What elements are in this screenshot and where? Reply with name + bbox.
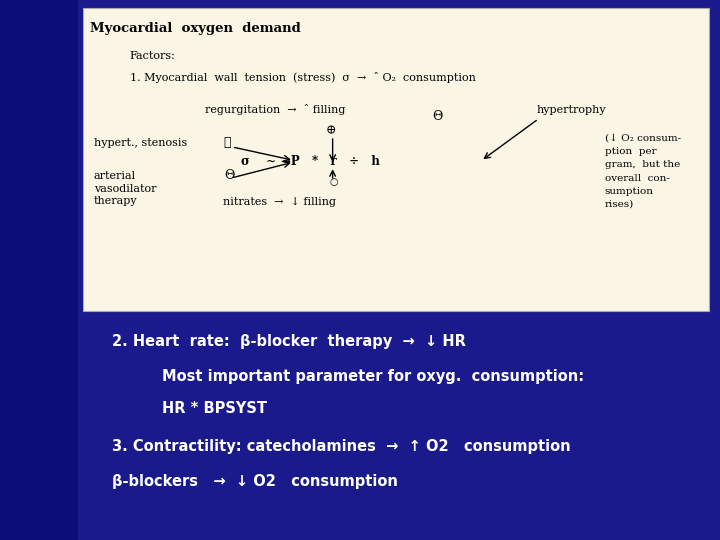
Text: σ    ~: σ ~ <box>241 154 276 168</box>
Text: nitrates  →  ↓ filling: nitrates → ↓ filling <box>223 197 336 207</box>
Text: ①: ① <box>223 136 230 149</box>
Text: overall  con-: overall con- <box>605 174 670 183</box>
Text: ○: ○ <box>330 178 338 187</box>
Text: Myocardial  oxygen  demand: Myocardial oxygen demand <box>90 22 301 36</box>
Bar <box>83 8 709 310</box>
Text: arterial: arterial <box>94 171 136 181</box>
Text: 1. Myocardial  wall  tension  (stress)  σ  →  ˆ O₂  consumption: 1. Myocardial wall tension (stress) σ → … <box>130 72 475 83</box>
Bar <box>0 0 78 540</box>
Text: (↓ O₂ consum-: (↓ O₂ consum- <box>605 133 681 143</box>
Text: sumption: sumption <box>605 187 654 197</box>
Text: ption  per: ption per <box>605 147 657 156</box>
Text: therapy: therapy <box>94 196 138 206</box>
Text: gram,  but the: gram, but the <box>605 160 680 170</box>
Text: β-blockers   →  ↓ O2   consumption: β-blockers → ↓ O2 consumption <box>112 474 397 489</box>
Text: 3. Contractility: catecholamines  →  ↑ O2   consumption: 3. Contractility: catecholamines → ↑ O2 … <box>112 439 570 454</box>
Text: HR * BPSYST: HR * BPSYST <box>162 401 267 416</box>
Text: 2. Heart  rate:  β-blocker  therapy  →  ↓ HR: 2. Heart rate: β-blocker therapy → ↓ HR <box>112 334 465 349</box>
Text: rises): rises) <box>605 199 634 208</box>
Text: Most important parameter for oxyg.  consumption:: Most important parameter for oxyg. consu… <box>162 369 584 384</box>
Text: vasodilator: vasodilator <box>94 184 156 194</box>
Text: Factors:: Factors: <box>130 51 176 62</box>
Text: Θ: Θ <box>225 169 235 183</box>
Text: hypertrophy: hypertrophy <box>536 105 606 116</box>
Text: regurgitation  →  ˆ filling: regurgitation → ˆ filling <box>205 104 346 116</box>
Text: Θ: Θ <box>432 110 442 123</box>
Text: ⊕: ⊕ <box>325 124 336 137</box>
Text: hypert., stenosis: hypert., stenosis <box>94 138 187 148</box>
Text: →P   *   r   ÷   h: →P * r ÷ h <box>281 154 379 168</box>
